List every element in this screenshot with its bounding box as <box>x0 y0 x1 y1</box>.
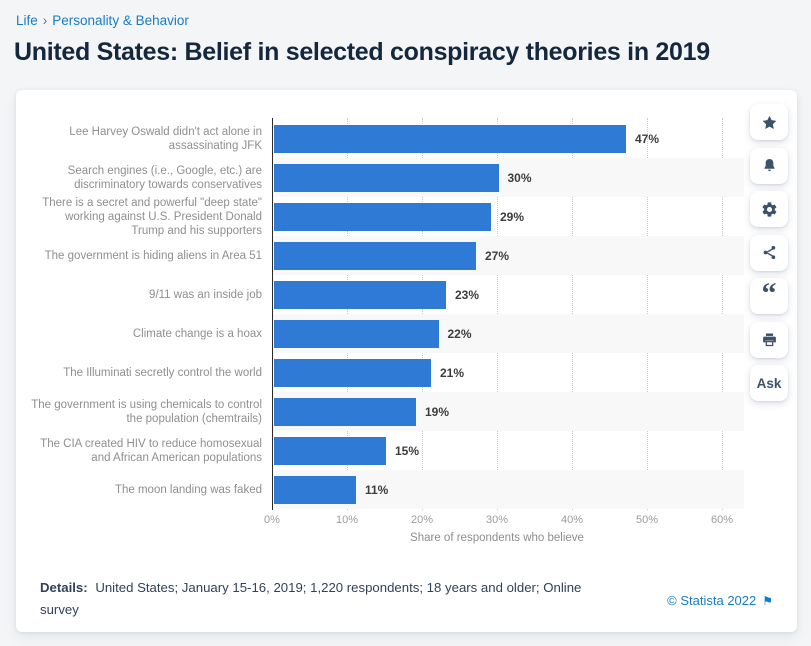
bar[interactable] <box>273 397 416 426</box>
x-tick-label: 0% <box>264 514 280 526</box>
details-label: Details: <box>40 580 88 595</box>
value-label: 27% <box>485 248 510 263</box>
bar-row: The government is using chemicals to con… <box>16 392 756 431</box>
x-tick-label: 40% <box>560 514 584 526</box>
value-label: 15% <box>395 443 420 458</box>
copyright-link[interactable]: © Statista 2022 ⚑ <box>667 593 773 608</box>
value-label: 22% <box>447 326 472 341</box>
print-button[interactable] <box>750 321 788 358</box>
x-tick-label: 50% <box>635 514 659 526</box>
bar-chart: Lee Harvey Oswald didn't act alone in as… <box>16 90 756 550</box>
category-label: The CIA created HIV to reduce homosexual… <box>40 437 262 464</box>
bar-row: The Illuminati secretly control the worl… <box>16 353 756 392</box>
bar[interactable] <box>273 202 491 231</box>
quote-icon: “ <box>761 277 777 310</box>
x-tick-label: 60% <box>710 514 734 526</box>
share-button[interactable] <box>750 234 788 271</box>
bar[interactable] <box>273 124 626 153</box>
share-icon <box>761 244 778 261</box>
bell-icon <box>761 157 778 174</box>
category-label: The government is using chemicals to con… <box>31 398 262 425</box>
x-tick-label: 10% <box>335 514 359 526</box>
flag-icon: ⚑ <box>762 593 773 608</box>
x-axis-title: Share of respondents who believe <box>410 532 584 544</box>
details-text: United States; January 15-16, 2019; 1,22… <box>40 580 582 617</box>
y-axis-line <box>272 118 273 510</box>
x-tick-label: 30% <box>485 514 509 526</box>
bar[interactable] <box>273 319 439 348</box>
gear-icon <box>761 201 778 218</box>
bar-row: 9/11 was an inside job 23% <box>16 275 756 314</box>
bar[interactable] <box>273 163 499 192</box>
value-label: 30% <box>507 170 532 185</box>
category-label: The Illuminati secretly control the worl… <box>63 366 262 379</box>
category-label: The government is hiding aliens in Area … <box>44 249 262 262</box>
category-label: 9/11 was an inside job <box>149 288 262 301</box>
page-title: United States: Belief in selected conspi… <box>14 38 710 66</box>
value-label: 21% <box>440 365 465 380</box>
bar-row: The government is hiding aliens in Area … <box>16 236 756 275</box>
category-label: There is a secret and powerful "deep sta… <box>42 196 262 237</box>
copyright-text: © Statista 2022 <box>667 593 757 608</box>
value-label: 23% <box>455 287 480 302</box>
favorite-button[interactable] <box>750 104 788 140</box>
star-icon <box>761 114 778 131</box>
bar[interactable] <box>273 436 386 465</box>
bar-row: The moon landing was faked 11% <box>16 470 756 509</box>
printer-icon <box>761 331 778 348</box>
bar-row: The CIA created HIV to reduce homosexual… <box>16 431 756 470</box>
value-label: 47% <box>635 131 660 146</box>
breadcrumb-link-life[interactable]: Life <box>16 13 38 28</box>
ask-button-label: Ask <box>756 375 782 391</box>
bar-row: Lee Harvey Oswald didn't act alone in as… <box>16 119 756 158</box>
alert-button[interactable] <box>750 147 788 184</box>
category-label: The moon landing was faked <box>114 483 262 496</box>
category-label: Climate change is a hoax <box>132 327 262 340</box>
value-label: 29% <box>500 209 525 224</box>
details: Details: United States; January 15-16, 2… <box>40 577 592 621</box>
ask-button[interactable]: Ask <box>750 365 788 401</box>
breadcrumb-separator: › <box>42 13 48 28</box>
cite-button[interactable]: “ <box>750 278 788 314</box>
bar[interactable] <box>273 280 446 309</box>
bar-row: Climate change is a hoax 22% <box>16 314 756 353</box>
bar[interactable] <box>273 475 356 504</box>
category-label: Search engines (i.e., Google, etc.) are … <box>67 164 262 191</box>
value-label: 11% <box>365 482 389 497</box>
breadcrumb: Life › Personality & Behavior <box>16 13 189 28</box>
settings-button[interactable] <box>750 191 788 227</box>
bar[interactable] <box>273 241 476 270</box>
toolbar: “ Ask <box>750 104 788 409</box>
category-label: Lee Harvey Oswald didn't act alone in as… <box>69 125 262 152</box>
bar[interactable] <box>273 358 431 387</box>
value-label: 19% <box>425 404 450 419</box>
chart-card: Lee Harvey Oswald didn't act alone in as… <box>16 90 797 632</box>
bar-row: There is a secret and powerful "deep sta… <box>16 196 756 237</box>
x-tick-label: 20% <box>410 514 434 526</box>
bar-row: Search engines (i.e., Google, etc.) are … <box>16 158 756 197</box>
breadcrumb-link-category[interactable]: Personality & Behavior <box>52 13 189 28</box>
